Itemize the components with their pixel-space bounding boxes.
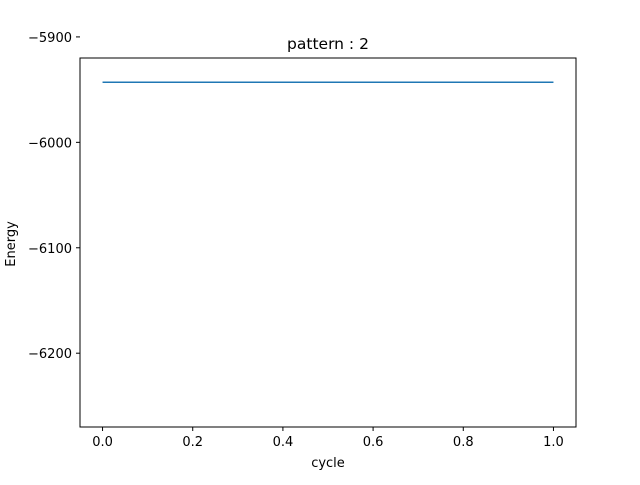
- y-tick-label: −5900: [28, 31, 72, 46]
- x-tick-label: 0.2: [182, 435, 203, 450]
- y-axis-label: Energy: [4, 221, 19, 267]
- y-tick-label: −6200: [28, 347, 72, 362]
- y-axis: −5700−5800−5900−6000−6100−6200: [28, 31, 80, 362]
- y-tick-label: −6000: [28, 136, 72, 151]
- chart-title: pattern : 2: [287, 35, 369, 53]
- x-tick-label: 0.6: [363, 435, 384, 450]
- x-tick-label: 0.0: [92, 435, 113, 450]
- x-tick-label: 0.8: [453, 435, 474, 450]
- y-tick-label: −6100: [28, 242, 72, 257]
- x-axis-label: cycle: [311, 456, 345, 471]
- x-tick-label: 1.0: [543, 435, 564, 450]
- x-axis: 0.0 0.2 0.4 0.6 0.8 1.0: [92, 427, 564, 450]
- axes-frame: [79, 57, 577, 428]
- x-tick-label: 0.4: [273, 435, 294, 450]
